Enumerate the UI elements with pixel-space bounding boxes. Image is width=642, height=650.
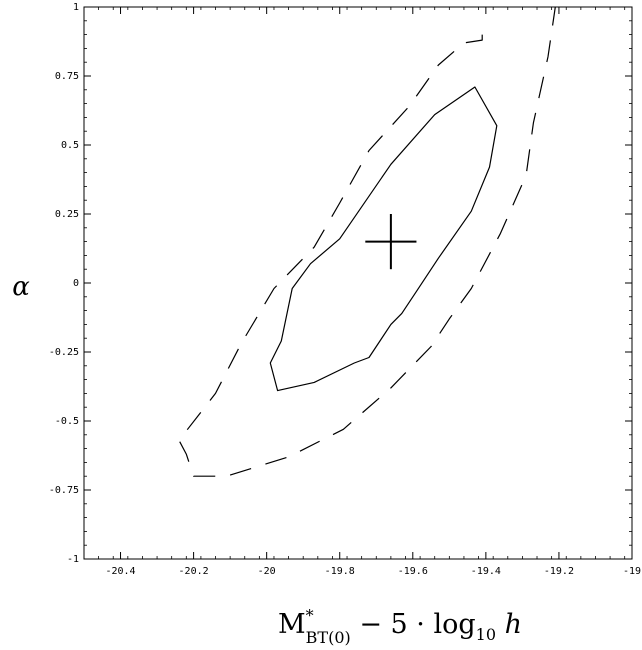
y-tick-label: 0.5 — [61, 140, 79, 151]
x-axis-title: M* BT(0) − 5 · log10 h — [278, 606, 522, 647]
y-tick-label: 0.75 — [55, 71, 79, 82]
axis-ticks — [83, 6, 633, 560]
y-tick-label: 0 — [73, 278, 79, 289]
x-tick-label: -19.6 — [398, 566, 428, 577]
best-fit-marker — [365, 214, 417, 270]
y-tick-label: -0.75 — [49, 485, 79, 496]
x-tick-label: -19.2 — [544, 566, 574, 577]
x-tick-label: -19.8 — [325, 566, 355, 577]
y-tick-label: -1 — [67, 554, 79, 565]
x-axis-title-base: M — [278, 609, 306, 640]
outer-contour-dashed — [178, 6, 556, 477]
axis-tick-labels: -20.4 -20.2 -20 -19.8 -19.6 -19.4 -19.2 -19 -1 -0… — [49, 2, 641, 577]
x-axis-title-rest: − 5 · log — [351, 609, 476, 640]
x-tick-label: -20.2 — [179, 566, 209, 577]
y-tick-label: 0.25 — [55, 209, 79, 220]
y-axis-title: α — [12, 272, 30, 302]
x-tick-label: -19.4 — [471, 566, 501, 577]
x-axis-title-sup: * — [306, 606, 314, 625]
confidence-contours — [178, 6, 556, 477]
x-tick-label: -19 — [623, 566, 641, 577]
x-axis-title-log-sub: 10 — [476, 625, 496, 644]
y-tick-label: 1 — [73, 2, 79, 13]
y-tick-label: -0.5 — [55, 416, 79, 427]
plot-frame — [83, 6, 633, 560]
x-tick-label: -20.4 — [105, 566, 135, 577]
y-tick-label: -0.25 — [49, 347, 79, 358]
x-tick-label: -20 — [258, 566, 276, 577]
x-axis-title-tail: h — [496, 609, 522, 640]
inner-contour-solid — [269, 86, 498, 392]
x-axis-title-sub: BT(0) — [306, 628, 351, 647]
